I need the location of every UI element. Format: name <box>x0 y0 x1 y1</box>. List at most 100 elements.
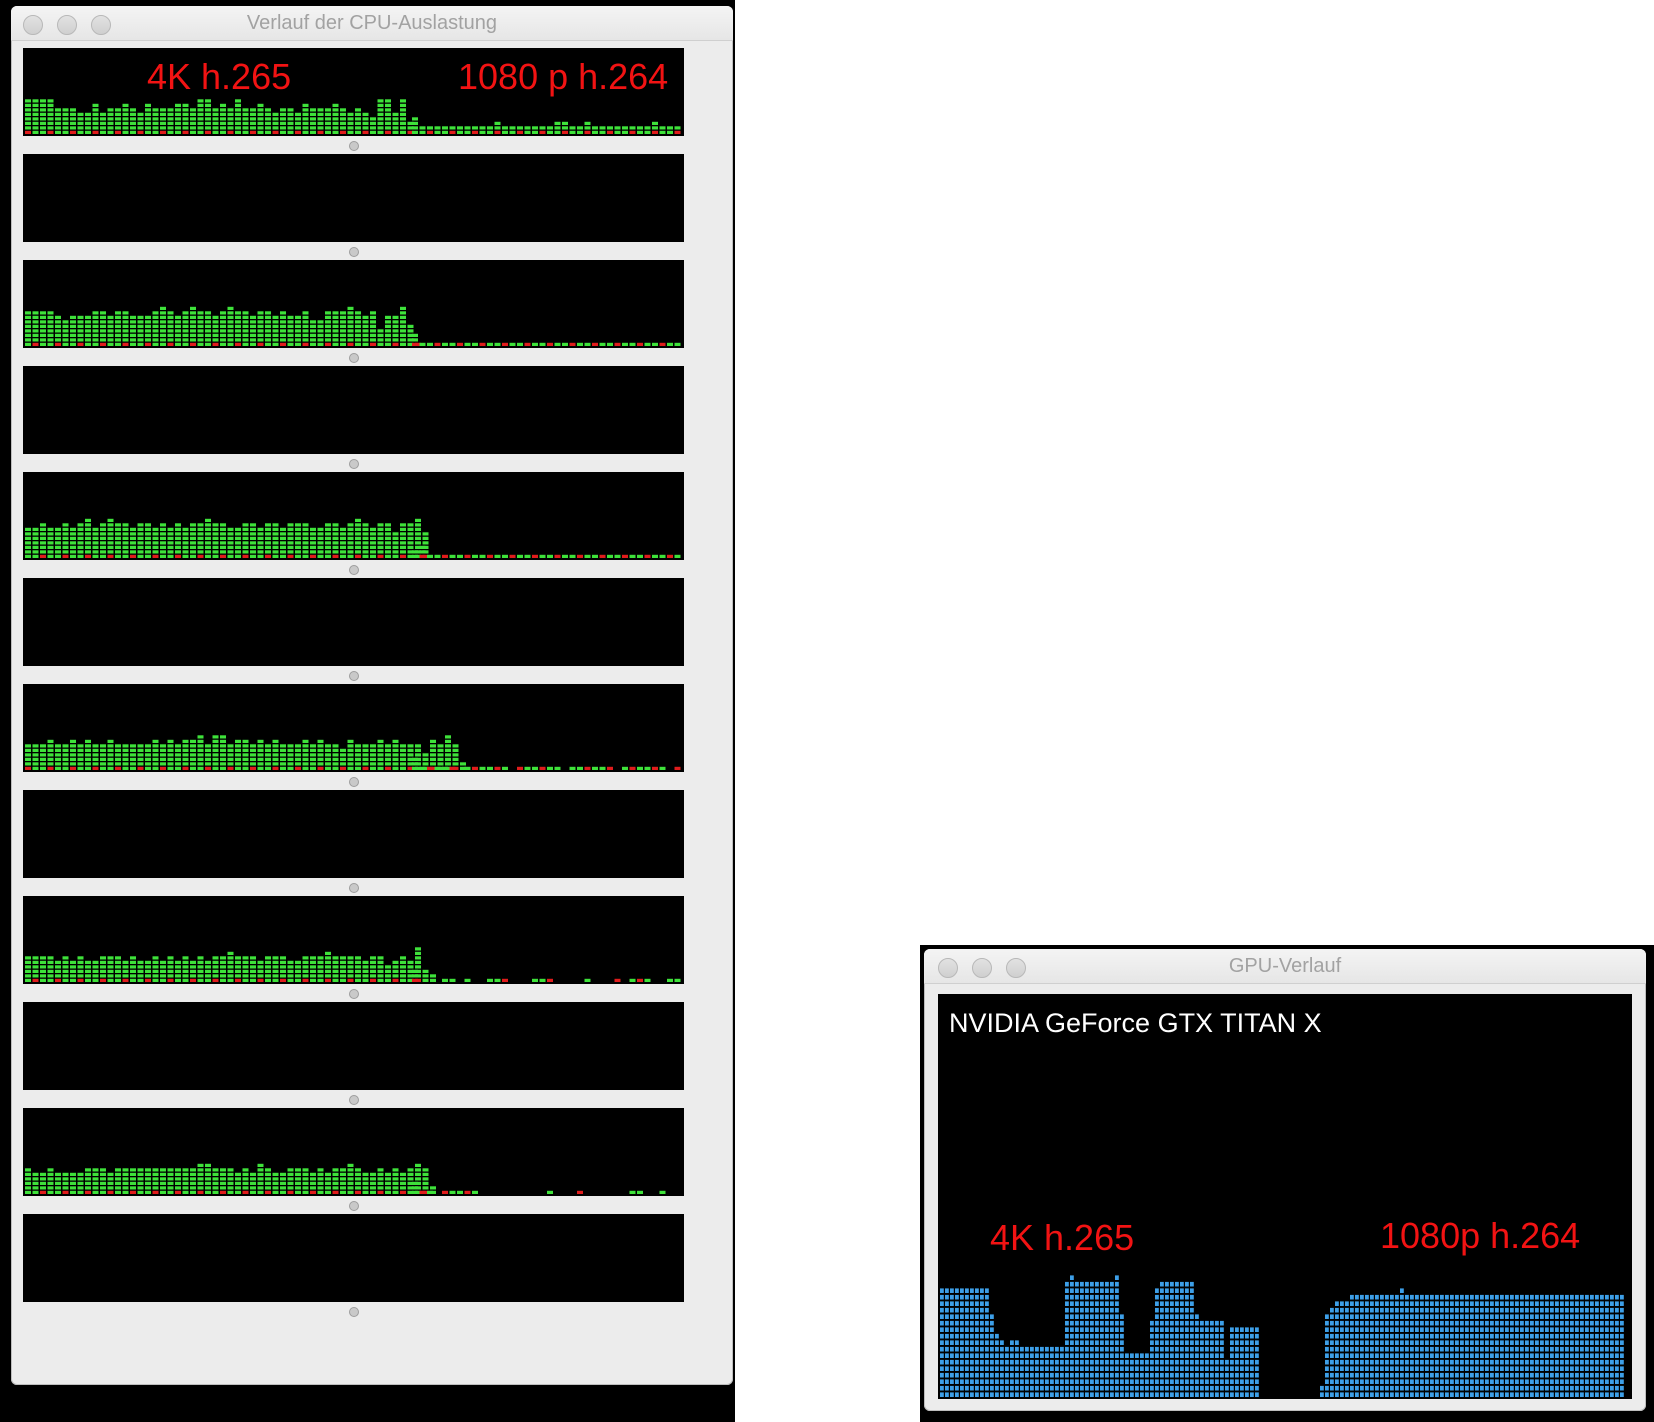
cpu-usage-cell <box>145 748 151 752</box>
gpu-usage-cell <box>1480 1353 1484 1358</box>
cpu-usage-cell <box>412 978 418 982</box>
cpu-usage-cell <box>302 108 309 112</box>
gpu-usage-cell <box>1190 1372 1194 1378</box>
cpu-usage-cell <box>242 112 249 116</box>
gpu-usage-cell <box>1535 1327 1539 1332</box>
cpu-usage-cell <box>265 956 271 960</box>
gpu-usage-cell <box>1075 1385 1079 1391</box>
cpu-usage-cell <box>265 324 271 328</box>
cpu-usage-cell <box>182 121 189 125</box>
gpu-usage-cell <box>1175 1288 1179 1293</box>
gpu-usage-cell <box>1500 1379 1504 1384</box>
cpu-usage-cell <box>212 1181 219 1185</box>
graph-divider-handle[interactable] <box>348 353 359 363</box>
graph-divider-handle[interactable] <box>348 459 359 469</box>
cpu-usage-cell <box>70 121 76 125</box>
cpu-usage-cell <box>280 320 286 324</box>
gpu-usage-cell <box>1525 1320 1529 1326</box>
cpu-usage-cell <box>487 978 493 982</box>
cpu-usage-cell <box>422 974 429 978</box>
cpu-usage-cell <box>377 1177 384 1181</box>
cpu-usage-cell <box>355 1186 361 1190</box>
cpu-usage-cell <box>25 527 31 531</box>
close-button[interactable] <box>938 958 958 978</box>
cpu-usage-cell <box>592 126 598 130</box>
gpu-usage-cell <box>1360 1392 1364 1397</box>
graph-divider-handle[interactable] <box>348 777 359 787</box>
cpu-usage-cell <box>235 739 241 743</box>
cpu-usage-cell <box>70 960 76 964</box>
cpu-usage-cell <box>152 545 159 549</box>
cpu-usage-cell <box>347 536 354 540</box>
cpu-usage-cell <box>152 978 159 982</box>
cpu-usage-cell <box>295 1181 301 1185</box>
graph-divider-handle[interactable] <box>348 671 359 681</box>
gpu-usage-cell <box>1385 1353 1389 1358</box>
cpu-usage-cell <box>362 960 369 964</box>
zoom-button[interactable] <box>91 15 111 35</box>
cpu-usage-cell <box>115 130 121 134</box>
cpu-usage-cell <box>325 969 331 973</box>
cpu-usage-cell <box>55 753 61 757</box>
graph-divider-handle[interactable] <box>348 1095 359 1105</box>
cpu-usage-cell <box>175 960 181 964</box>
gpu-usage-cell <box>1350 1366 1354 1371</box>
graph-divider-handle[interactable] <box>348 141 359 151</box>
gpu-usage-cell <box>1090 1307 1094 1313</box>
cpu-usage-cell <box>145 974 151 978</box>
gpu-usage-cell <box>1510 1372 1514 1378</box>
gpu-usage-cell <box>995 1346 999 1352</box>
zoom-button[interactable] <box>1006 958 1026 978</box>
gpu-usage-cell <box>1050 1392 1054 1397</box>
cpu-usage-cell <box>472 1190 478 1194</box>
gpu-usage-cell <box>990 1385 994 1391</box>
cpu-usage-cell <box>197 960 204 964</box>
graph-divider-handle[interactable] <box>348 883 359 893</box>
cpu-usage-cell <box>25 1177 31 1181</box>
cpu-usage-cell <box>145 117 151 121</box>
cpu-usage-cell <box>190 974 196 978</box>
cpu-usage-cell <box>100 753 106 757</box>
gpu-usage-cell <box>1430 1359 1434 1365</box>
gpu-window-titlebar[interactable]: GPU-Verlauf <box>924 949 1646 984</box>
gpu-usage-cell <box>1405 1385 1409 1391</box>
cpu-usage-cell <box>92 748 99 752</box>
cpu-usage-cell <box>452 744 459 748</box>
minimize-button[interactable] <box>972 958 992 978</box>
cpu-usage-cell <box>317 965 324 969</box>
cpu-usage-cell <box>370 974 376 978</box>
cpu-usage-cell <box>107 762 114 766</box>
gpu-usage-cell <box>1165 1353 1169 1358</box>
gpu-usage-cell <box>1620 1392 1624 1397</box>
graph-divider-handle[interactable] <box>348 565 359 575</box>
close-button[interactable] <box>23 15 43 35</box>
cpu-usage-cell <box>637 342 643 346</box>
gpu-usage-cell <box>1110 1346 1114 1352</box>
graph-divider-handle[interactable] <box>348 1307 359 1317</box>
cpu-usage-cell <box>227 965 234 969</box>
minimize-button[interactable] <box>57 15 77 35</box>
graph-divider-handle[interactable] <box>348 989 359 999</box>
gpu-usage-cell <box>1070 1320 1074 1326</box>
gpu-usage-cell <box>1210 1327 1214 1332</box>
cpu-window-titlebar[interactable]: Verlauf der CPU-Auslastung <box>11 6 733 41</box>
gpu-usage-cell <box>1115 1327 1119 1332</box>
graph-divider-handle[interactable] <box>348 247 359 257</box>
cpu-usage-cell <box>92 311 99 315</box>
gpu-usage-cell <box>1160 1314 1164 1319</box>
cpu-usage-cell <box>422 753 429 757</box>
gpu-usage-cell <box>1000 1346 1004 1352</box>
cpu-usage-cell <box>47 121 54 125</box>
cpu-usage-cell <box>220 1172 226 1176</box>
cpu-usage-cell <box>362 532 369 536</box>
cpu-usage-cell <box>220 739 226 743</box>
gpu-usage-cell <box>1195 1314 1199 1319</box>
cpu-usage-cell <box>220 1186 226 1190</box>
cpu-usage-cell <box>317 342 324 346</box>
cpu-usage-cell <box>302 121 309 125</box>
graph-divider-handle[interactable] <box>348 1201 359 1211</box>
cpu-usage-cell <box>167 541 174 545</box>
cpu-usage-cell <box>235 541 241 545</box>
cpu-usage-cell <box>182 956 189 960</box>
cpu-usage-cell <box>287 541 294 545</box>
